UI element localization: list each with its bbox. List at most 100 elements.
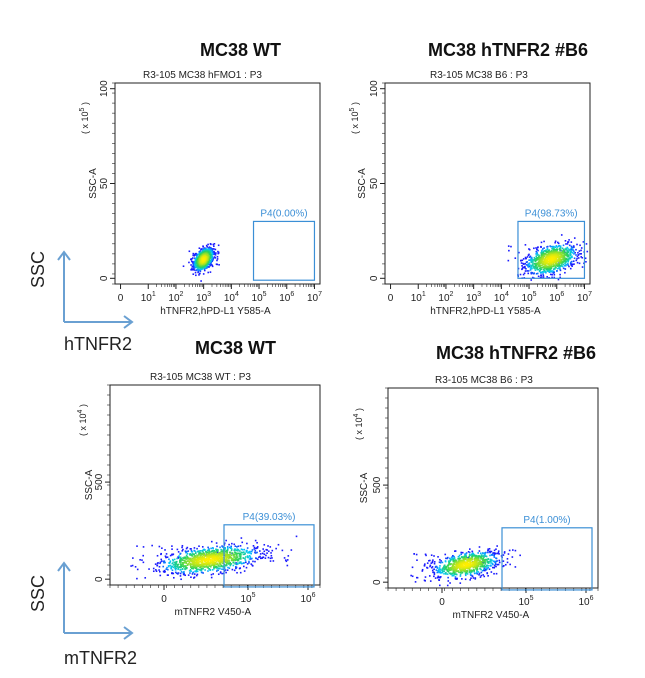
panel-1-event-dot	[201, 264, 203, 267]
panel-3-event-dot	[235, 554, 238, 557]
panel-4-event-dot	[457, 565, 459, 567]
panel-3-event-dot	[136, 577, 138, 580]
panel-3-event-dot	[170, 566, 172, 569]
panel-2-event-dot	[550, 265, 552, 267]
panel-3-event-dot	[235, 562, 237, 564]
panel-2-event-dot	[574, 251, 576, 254]
panel-3-event-dot	[225, 571, 227, 574]
panel-3-event-dot	[176, 572, 178, 575]
panel-3-event-dot	[142, 561, 145, 564]
panel-3-event-dot	[239, 556, 242, 559]
panel-3-event-dot	[226, 561, 229, 564]
panel-3-event-dot	[169, 564, 172, 567]
panel-2-event-dot	[559, 256, 561, 259]
panel-3-event-dot	[259, 553, 262, 555]
panel-3-event-dot	[189, 562, 192, 565]
panel-4-event-dot	[468, 555, 470, 558]
panel-4-event-dot	[453, 565, 456, 568]
panel-3-event-dot	[200, 558, 202, 561]
panel-2-event-dot	[554, 241, 556, 244]
panel-2-event-dot	[555, 262, 558, 264]
panel-4-event-dot	[464, 565, 467, 567]
panel-4-event-dot	[476, 555, 479, 557]
panel-3-event-dot	[196, 570, 199, 573]
panel-3-gate-p4[interactable]	[223, 524, 315, 588]
panel-4-event-dot	[443, 570, 445, 573]
panel-3-event-dot	[181, 563, 184, 566]
panel-3-event-dot	[190, 567, 193, 569]
panel-4-event-dot	[458, 564, 461, 566]
panel-3-event-dot	[241, 541, 244, 544]
panel-3-event-dot	[189, 568, 192, 571]
panel-4-event-dot	[441, 561, 444, 564]
panel-3-event-dot	[252, 545, 255, 547]
panel-1-event-dot	[206, 264, 209, 266]
panel-2-event-dot	[552, 263, 555, 265]
panel-3-event-dot	[271, 549, 274, 552]
panel-1-event-dot	[211, 265, 214, 268]
panel-3-event-dot	[162, 570, 165, 573]
panel-2-event-dot	[540, 246, 542, 248]
panel-4-event-dot	[486, 560, 488, 562]
panel-2-event-dot	[523, 272, 526, 275]
panel-2-event-dot	[559, 269, 562, 272]
panel-3-event-dot	[215, 554, 217, 556]
panel-1-event-dot	[188, 250, 191, 253]
panel-2-event-dot	[537, 268, 540, 271]
panel-3-event-dot	[188, 570, 191, 572]
panel-4-gate-p4[interactable]	[501, 527, 593, 591]
panel-4-event-dot	[508, 549, 511, 552]
panel-2-event-dot	[544, 253, 547, 256]
panel-1-gate-p4[interactable]	[252, 220, 316, 281]
panel-4-event-dot	[481, 564, 484, 567]
panel-2-event-dot	[533, 247, 535, 250]
panel-3-event-dot	[159, 561, 162, 564]
panel-3-event-dot	[221, 555, 223, 557]
panel-2-event-dot	[539, 264, 542, 267]
panel-4-event-dot	[483, 556, 485, 559]
panel-4-event-dot	[514, 566, 517, 568]
panel-3-event-dot	[223, 542, 226, 544]
panel-4-event-dot	[480, 554, 483, 556]
panel-3-event-dot	[205, 551, 207, 553]
panel-3-event-dot	[189, 548, 192, 550]
panel-2-event-dot	[568, 248, 571, 251]
panel-4-event-dot	[429, 580, 432, 582]
panel-3-event-dot	[178, 555, 180, 557]
panel-4-event-dot	[456, 566, 459, 568]
panel-2-event-dot	[575, 248, 577, 251]
panel-2-event-dot	[571, 255, 573, 258]
panel-2-event-dot	[532, 267, 535, 269]
panel-2-x-tick-exponent: 5	[533, 291, 537, 298]
panel-3-event-dot	[164, 561, 166, 564]
panel-2-population	[507, 234, 589, 281]
panel-2-event-dot	[537, 253, 539, 256]
panel-4-event-dot	[465, 552, 468, 554]
panel-2-event-dot	[545, 268, 548, 271]
panel-4-event-dot	[450, 567, 453, 569]
panel-4-event-dot	[467, 559, 469, 562]
panel-4-event-dot	[468, 569, 471, 571]
panel-3-event-dot	[182, 548, 184, 551]
panel-3-event-dot	[197, 559, 200, 562]
panel-3-event-dot	[196, 559, 199, 562]
panel-3-event-dot	[152, 567, 155, 570]
panel-3-event-dot	[250, 552, 252, 555]
panel-1-event-dot	[195, 274, 197, 277]
panel-2-event-dot	[578, 250, 581, 252]
panel-1-event-dot	[203, 269, 206, 272]
panel-2-x-axis-label: hTNFR2,hPD-L1 Y585-A	[430, 306, 541, 317]
panel-1-event-dot	[213, 245, 215, 248]
panel-4-event-dot	[493, 556, 496, 558]
panel-3-event-dot	[245, 566, 248, 569]
panel-2-event-dot	[551, 276, 553, 279]
panel-3-event-dot	[136, 545, 138, 547]
panel-2-gate-p4[interactable]	[517, 220, 586, 279]
panel-1-event-dot	[217, 252, 219, 255]
panel-2-event-dot	[541, 260, 543, 263]
panel-3-event-dot	[207, 566, 209, 568]
panel-3-event-dot	[208, 551, 210, 553]
panel-2-event-dot	[567, 263, 569, 265]
panel-3-title: MC38 WT	[195, 338, 276, 358]
panel-2-event-dot	[541, 259, 544, 261]
